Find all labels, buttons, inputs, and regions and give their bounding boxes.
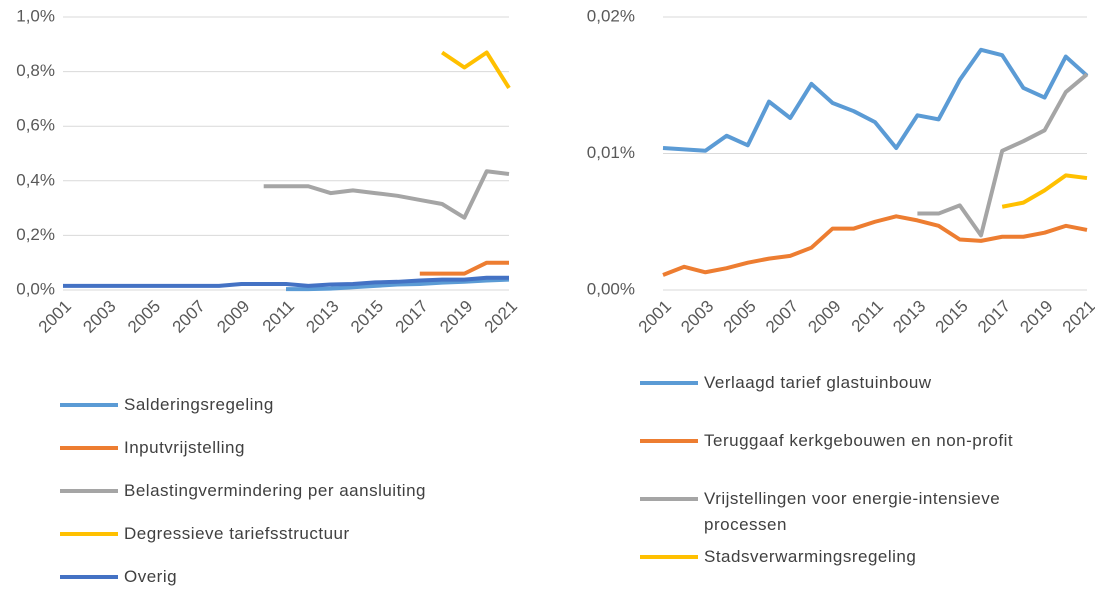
legend-item: Belastingvermindering per aansluiting xyxy=(60,478,480,504)
series-line xyxy=(1001,173,1088,209)
legend-label: Belastingvermindering per aansluiting xyxy=(124,481,426,500)
y-tick-label: 0,01% xyxy=(587,143,635,162)
legend-item: Overig xyxy=(60,564,480,590)
x-tick-label: 2005 xyxy=(720,297,760,337)
x-tick-label: 2011 xyxy=(848,297,887,336)
legend-label: Overig xyxy=(124,567,178,586)
legend-swatch xyxy=(640,439,698,443)
y-tick-label: 0,00% xyxy=(587,279,635,298)
legend-swatch xyxy=(60,532,118,536)
legend-swatch xyxy=(60,403,118,407)
legend-swatch xyxy=(640,497,698,501)
legend-swatch xyxy=(60,446,118,450)
y-tick-label: 0,6% xyxy=(16,116,55,135)
legend-label: Teruggaaf kerkgebouwen en non-profit xyxy=(704,431,1014,450)
series-line xyxy=(662,214,1088,277)
x-tick-label: 2009 xyxy=(213,297,253,337)
y-tick-label: 0,02% xyxy=(587,6,635,25)
x-tick-label: 2001 xyxy=(35,297,75,337)
x-tick-label: 2003 xyxy=(79,297,119,337)
legend-item: Vrijstellingen voor energie-intensieve p… xyxy=(640,486,1070,538)
legend-label: Vrijstellingen voor energie-intensieve p… xyxy=(704,489,1001,534)
x-tick-label: 2007 xyxy=(169,297,209,337)
series-line xyxy=(286,277,510,292)
legend-label: Verlaagd tarief glastuinbouw xyxy=(704,373,932,392)
legend-label: Inputvrijstelling xyxy=(124,438,245,457)
x-tick-label: 2017 xyxy=(974,297,1014,337)
legend-swatch xyxy=(60,489,118,493)
x-tick-label: 2005 xyxy=(124,297,164,337)
x-tick-label: 2019 xyxy=(436,297,476,337)
series-line xyxy=(63,275,509,288)
series-line xyxy=(917,72,1089,238)
legend-item: Stadsverwarmingsregeling xyxy=(640,544,1070,570)
x-tick-label: 2021 xyxy=(481,297,521,337)
series-line xyxy=(263,169,510,220)
x-tick-label: 2001 xyxy=(635,297,675,337)
series-line xyxy=(440,50,511,90)
x-tick-label: 2015 xyxy=(347,297,387,337)
legend-item: Salderingsregeling xyxy=(60,392,480,418)
x-tick-label: 2013 xyxy=(889,297,929,337)
legend-swatch xyxy=(640,381,698,385)
x-tick-label: 2009 xyxy=(804,297,844,337)
series-line xyxy=(419,260,509,276)
y-tick-label: 0,2% xyxy=(16,225,55,244)
legend-swatch xyxy=(640,555,698,559)
y-tick-label: 1,0% xyxy=(16,6,55,25)
legend-item: Teruggaaf kerkgebouwen en non-profit xyxy=(640,428,1070,454)
legend-label: Salderingsregeling xyxy=(124,395,274,414)
series-line xyxy=(662,47,1089,153)
x-tick-label: 2015 xyxy=(932,297,972,337)
x-tick-label: 2003 xyxy=(677,297,717,337)
x-tick-label: 2021 xyxy=(1059,297,1095,337)
x-tick-label: 2013 xyxy=(302,297,342,337)
x-tick-label: 2019 xyxy=(1016,297,1056,337)
legend-item: Verlaagd tarief glastuinbouw xyxy=(640,370,1070,396)
legend-label: Stadsverwarmingsregeling xyxy=(704,547,917,566)
legend-item: Inputvrijstelling xyxy=(60,435,480,461)
y-tick-label: 0,4% xyxy=(16,170,55,189)
x-tick-label: 2017 xyxy=(392,297,432,337)
legend-label: Degressieve tariefsstructuur xyxy=(124,524,350,543)
x-tick-label: 2007 xyxy=(762,297,802,337)
y-tick-label: 0,8% xyxy=(16,61,55,80)
legend-swatch xyxy=(60,575,118,579)
y-tick-label: 0,0% xyxy=(16,279,55,298)
legend-item: Degressieve tariefsstructuur xyxy=(60,521,480,547)
x-tick-label: 2011 xyxy=(259,297,298,336)
